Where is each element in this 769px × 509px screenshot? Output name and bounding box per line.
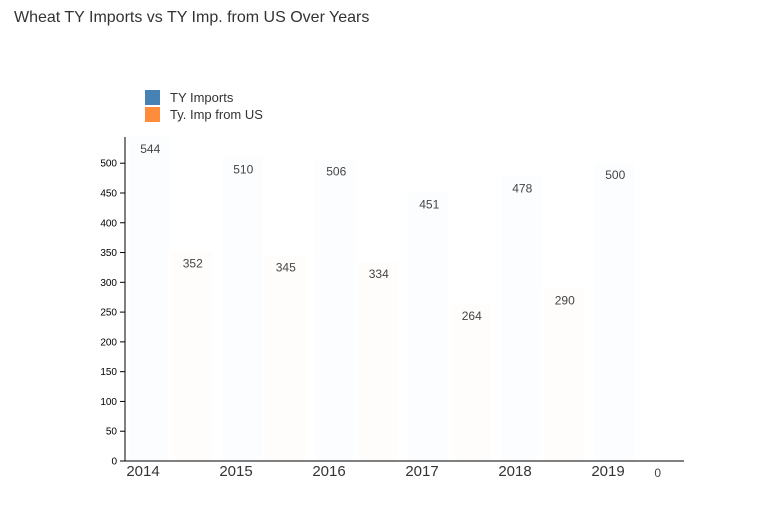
y-tick-label-0: 0 <box>111 457 117 468</box>
y-tick-label-300: 300 <box>100 278 117 289</box>
x-tick-label-2017: 2017 <box>405 463 438 480</box>
legend-swatch-2 <box>145 107 160 122</box>
y-tick-label-150: 150 <box>100 367 117 378</box>
data-labels: 544 352 510 345 506 334 451 264 478 290 500 0 <box>140 142 661 480</box>
x-tick-label-2016: 2016 <box>312 463 345 480</box>
data-label-2016-series-1: 506 <box>326 165 346 179</box>
data-label-2018-series-2: 290 <box>555 293 575 307</box>
chart-title: Wheat TY Imports vs TY Imp. from US Over… <box>14 9 370 26</box>
x-tick-label-2018: 2018 <box>498 463 531 480</box>
x-axis: 2014 2015 2016 2017 2018 2019 <box>125 460 684 480</box>
data-label-2017-series-1: 451 <box>419 197 439 211</box>
bar-2019-series-1 <box>594 163 635 461</box>
bar-2016-series-2 <box>358 262 399 461</box>
y-tick-label-400: 400 <box>100 218 117 229</box>
bar-2018-series-2 <box>544 288 585 461</box>
data-label-2018-series-1: 478 <box>512 181 532 195</box>
y-tick-label-450: 450 <box>100 188 117 199</box>
legend-swatch-1 <box>145 90 160 105</box>
y-tick-label-50: 50 <box>106 427 118 438</box>
data-label-2017-series-2: 264 <box>462 309 482 323</box>
data-label-2015-series-1: 510 <box>233 162 253 176</box>
data-label-2019-series-1: 500 <box>605 168 625 182</box>
bar-2015-series-1 <box>222 157 263 461</box>
x-tick-label-2019: 2019 <box>591 463 624 480</box>
data-label-2015-series-2: 345 <box>276 261 296 275</box>
legend: TY Imports Ty. Imp from US <box>145 90 263 122</box>
bar-2017-series-1 <box>408 192 449 461</box>
bar-2015-series-2 <box>265 256 306 461</box>
bar-2016-series-1 <box>315 160 356 461</box>
data-label-2016-series-2: 334 <box>369 267 389 281</box>
bar-2014-series-2 <box>172 251 213 461</box>
y-tick-label-100: 100 <box>100 397 117 408</box>
x-tick-label-2014: 2014 <box>126 463 159 480</box>
data-label-2014-series-1: 544 <box>140 142 160 156</box>
y-tick-label-200: 200 <box>100 337 117 348</box>
data-label-2014-series-2: 352 <box>183 256 203 270</box>
legend-label-2: Ty. Imp from US <box>170 107 263 122</box>
bar-2014-series-1 <box>129 137 170 461</box>
y-tick-label-500: 500 <box>100 159 117 170</box>
y-tick-label-250: 250 <box>100 308 117 319</box>
bar-2018-series-1 <box>501 176 542 461</box>
bar-2017-series-2 <box>451 304 492 461</box>
legend-label-1: TY Imports <box>170 90 234 105</box>
y-tick-label-350: 350 <box>100 248 117 259</box>
x-tick-label-2015: 2015 <box>219 463 252 480</box>
y-axis: 0 50 100 150 200 250 300 350 400 450 500 <box>100 137 126 468</box>
data-label-2019-series-2: 0 <box>654 466 661 480</box>
